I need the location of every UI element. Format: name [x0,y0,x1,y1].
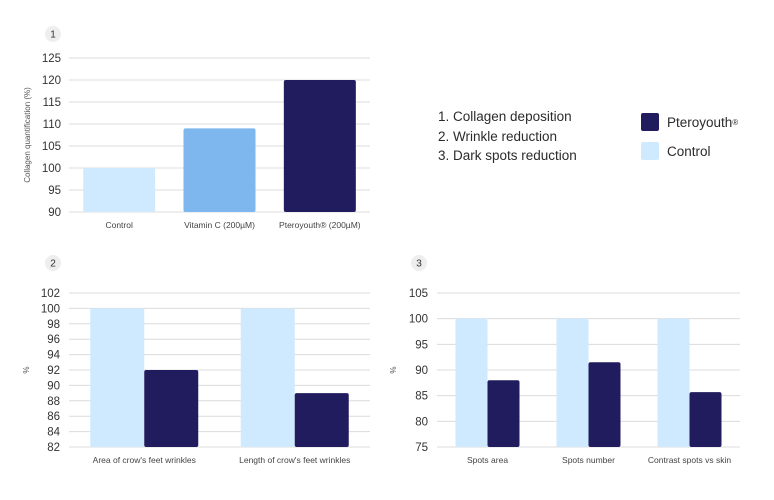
x-category-label: Pteroyouth® (200µM) [279,220,361,230]
y-tick-label: 96 [47,334,60,346]
legend-item-control: Control [641,141,738,161]
y-tick-label: 94 [47,350,60,362]
chart-1-y-axis-label: Collagen quantification (%) [23,87,32,183]
y-tick-label: 88 [47,396,60,408]
legend-label-pteroyouth: Pteroyouth [667,114,733,130]
legend-registered-mark: ® [732,117,739,127]
y-tick-label: 102 [41,288,60,300]
bar-control-2 [556,318,589,447]
x-category-label: Vitamin C (200µM) [184,220,255,230]
bar-vitamin-c-200-m- [183,128,256,212]
chart-3: 3 75 80 85 90 95 100 105% Spots area Spots number… [389,255,740,465]
bar-pteroyouth-2 [294,393,349,447]
y-tick-label: 98 [47,319,60,331]
chart-2-badge-number: 2 [50,259,56,270]
y-tick-label: 84 [47,427,60,439]
chart-1-badge [45,26,61,42]
bar-control [83,168,156,212]
y-tick-label: 75 [415,442,428,454]
x-category-label: Contrast spots vs skin [648,455,731,465]
bar-pteroyouth-3 [689,392,722,447]
y-tick-label: 105 [409,288,428,300]
chart-3-badge-number: 3 [416,259,422,270]
bar-pteroyouth-200-m- [283,80,356,212]
y-tick-label: 100 [409,314,428,326]
summary-item-dark-spots: 3. Dark spots reduction [438,148,577,163]
y-tick-label: 90 [47,380,60,392]
chart-1-badge-number: 1 [50,30,56,41]
summary-list: 1. Collagen deposition 2. Wrinkle reduct… [438,107,577,166]
y-tick-label: 95 [48,185,61,197]
x-category-label: Length of crow's feet wrinkles [239,455,350,465]
summary-item-wrinkle: 2. Wrinkle reduction [438,128,558,144]
y-tick-label: 80 [415,416,428,428]
legend-swatch-control [641,142,659,160]
legend-label-control: Control [667,143,711,159]
y-tick-label: 82 [47,442,60,454]
chart-1: 1 90 95 100 105 110 115 120 125 Collagen quantifi… [23,26,370,230]
y-tick-label: 95 [415,339,428,351]
y-tick-label: 85 [415,391,428,403]
y-tick-label: 110 [43,119,61,131]
chart-2-badge [45,255,61,271]
bar-control-1 [90,308,145,447]
y-tick-label: 86 [47,411,60,423]
legend: Pteroyouth ® Control [641,112,738,170]
y-tick-label: 115 [43,97,61,109]
y-tick-label: 92 [47,365,60,377]
chart-2: 2 82 84 86 88 90 92 94 96 98 100 102% Area of crow's… [22,255,370,465]
y-tick-label: 125 [42,53,61,65]
y-tick-label: 90 [48,207,61,219]
bar-pteroyouth-1 [144,370,199,447]
bar-control-1 [455,318,488,447]
chart-3-y-axis-label: % [389,366,398,373]
x-category-label: Area of crow's feet wrinkles [93,455,196,465]
bar-pteroyouth-2 [588,362,621,447]
legend-item-pteroyouth: Pteroyouth ® [641,112,738,132]
y-tick-label: 105 [42,141,61,153]
bar-control-3 [657,318,690,447]
bar-pteroyouth-1 [487,380,520,447]
y-tick-label: 100 [42,163,61,175]
x-category-label: Spots area [467,455,508,465]
legend-swatch-pteroyouth [641,113,659,131]
y-tick-label: 90 [415,365,428,377]
y-tick-label: 100 [41,303,60,315]
chart-2-y-axis-label: % [22,366,31,373]
x-category-label: Spots number [562,455,615,465]
x-category-label: Control [105,220,133,230]
chart-3-badge [411,255,427,271]
y-tick-label: 120 [42,75,61,87]
bar-control-2 [240,308,295,447]
summary-item-collagen: 1. Collagen deposition [438,109,572,124]
